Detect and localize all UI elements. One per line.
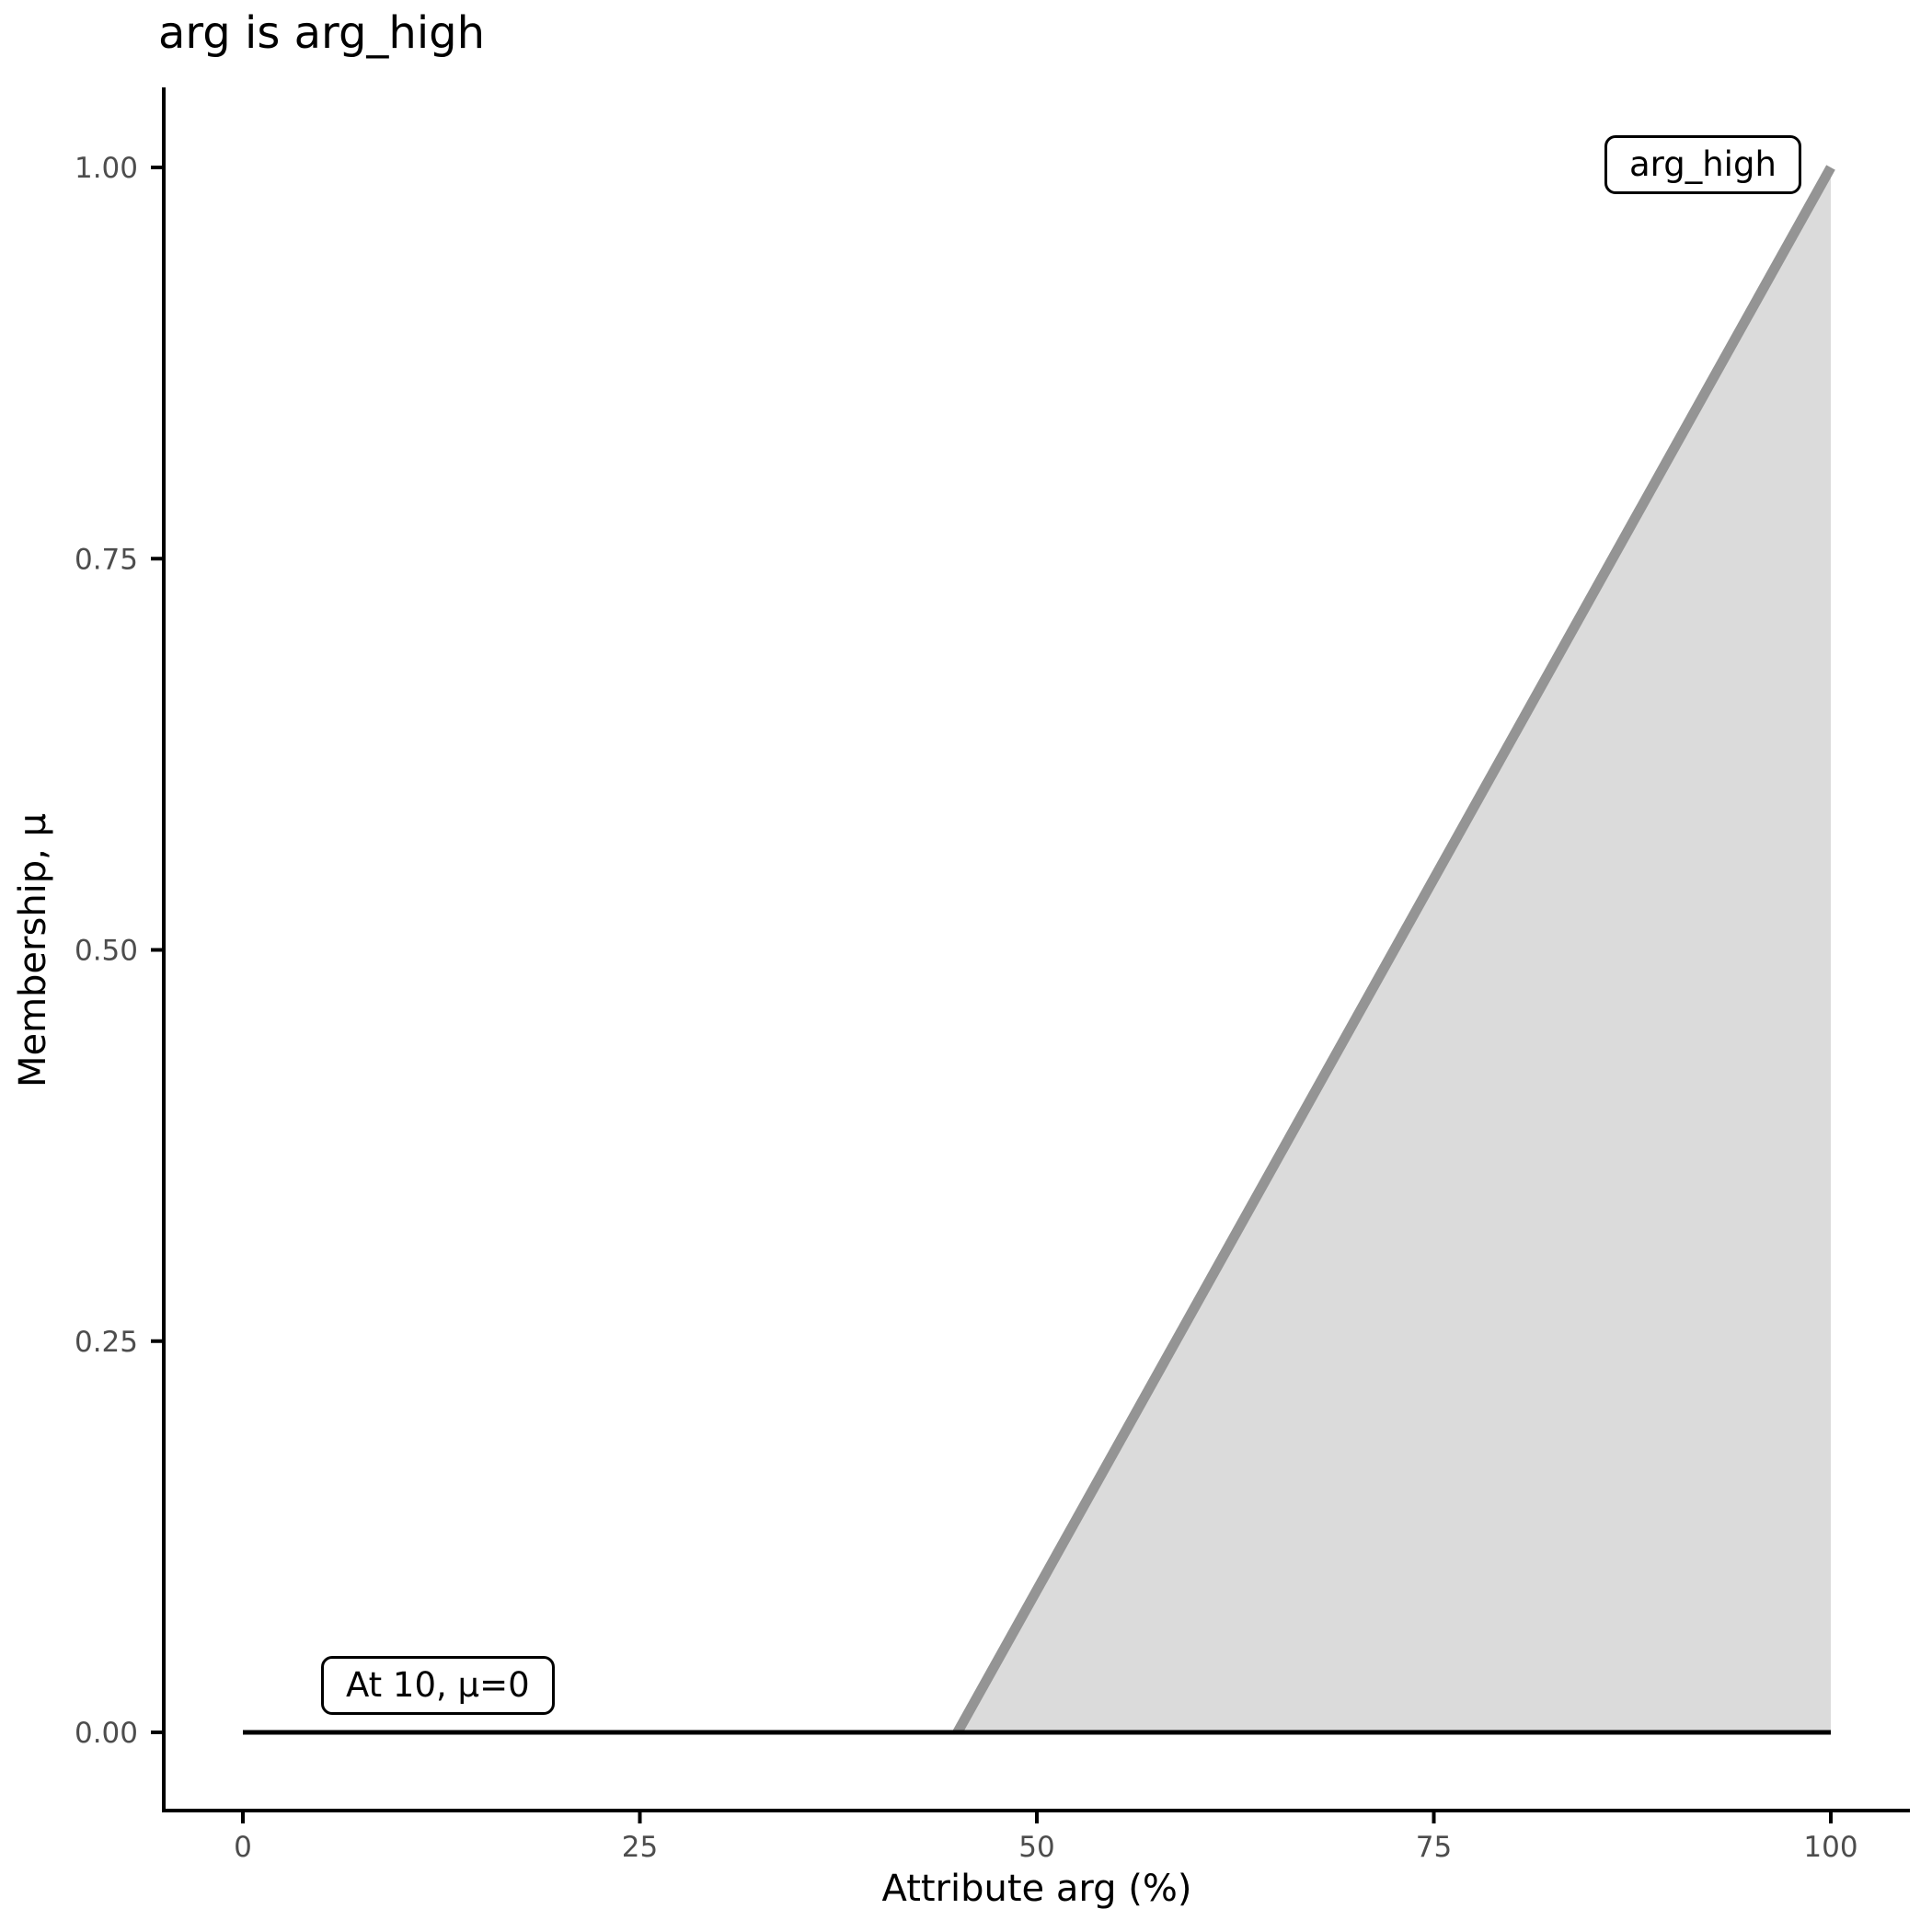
x-tick-label: 25 [622,1831,658,1864]
x-axis-label-container: Attribute arg (%) [164,1868,1910,1910]
annotation-at-10-mu-0: At 10, μ=0 [321,1656,555,1716]
y-tick-label: 0.00 [75,1717,138,1750]
y-tick-label: 0.75 [75,543,138,576]
x-axis-label: Attribute arg (%) [881,1868,1192,1910]
x-tick-label: 100 [1803,1831,1857,1864]
y-tick-label: 0.25 [75,1326,138,1359]
y-tick-label: 0.50 [75,935,138,968]
arg_high-line [952,165,1835,1735]
y-tick-label: 1.00 [75,152,138,185]
x-tick-label: 50 [1018,1831,1054,1864]
y-axis-label: Membership, μ [12,812,55,1087]
y-axis-label-container: Membership, μ [0,89,66,1811]
x-tick-label: 75 [1416,1831,1452,1864]
chart-title: arg is arg_high [158,7,486,59]
x-tick-label: 0 [234,1831,252,1864]
annotation-arg-high: arg_high [1604,135,1801,195]
